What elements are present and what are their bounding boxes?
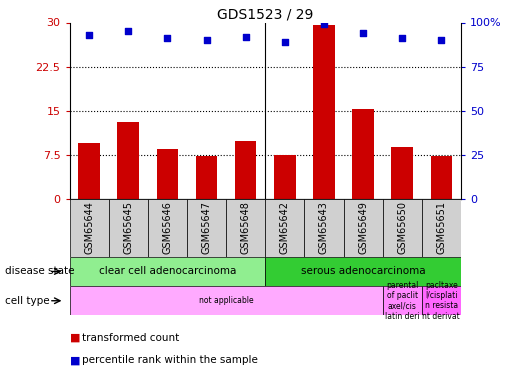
FancyBboxPatch shape xyxy=(422,286,461,315)
Bar xyxy=(274,154,296,199)
Bar xyxy=(313,26,335,199)
Text: not applicable: not applicable xyxy=(199,296,253,305)
Bar xyxy=(431,156,452,199)
Text: parental
of paclit
axel/cis
latin deri: parental of paclit axel/cis latin deri xyxy=(385,280,420,321)
Text: clear cell adenocarcinoma: clear cell adenocarcinoma xyxy=(99,267,236,276)
Text: pacltaxe
l/cisplati
n resista
nt derivat: pacltaxe l/cisplati n resista nt derivat xyxy=(422,280,460,321)
Text: GSM65646: GSM65646 xyxy=(162,201,173,254)
FancyBboxPatch shape xyxy=(70,286,383,315)
Text: GSM65642: GSM65642 xyxy=(280,201,290,254)
Point xyxy=(398,35,406,41)
Title: GDS1523 / 29: GDS1523 / 29 xyxy=(217,8,314,21)
Text: percentile rank within the sample: percentile rank within the sample xyxy=(82,356,259,365)
FancyBboxPatch shape xyxy=(344,199,383,257)
Bar xyxy=(78,143,100,199)
FancyBboxPatch shape xyxy=(70,199,109,257)
Point xyxy=(85,32,93,38)
Point xyxy=(202,37,211,43)
Text: cell type: cell type xyxy=(5,296,50,306)
Text: ■: ■ xyxy=(70,356,80,365)
FancyBboxPatch shape xyxy=(304,199,344,257)
Text: ■: ■ xyxy=(70,333,80,343)
FancyBboxPatch shape xyxy=(383,199,422,257)
Text: serous adenocarcinoma: serous adenocarcinoma xyxy=(301,267,425,276)
FancyBboxPatch shape xyxy=(148,199,187,257)
Text: GSM65651: GSM65651 xyxy=(436,201,447,254)
Text: GSM65645: GSM65645 xyxy=(123,201,133,254)
Text: GSM65647: GSM65647 xyxy=(201,201,212,254)
Point xyxy=(124,28,132,34)
Point xyxy=(320,21,328,27)
Text: GSM65649: GSM65649 xyxy=(358,201,368,254)
Point xyxy=(437,37,445,43)
FancyBboxPatch shape xyxy=(383,286,422,315)
Bar xyxy=(391,147,413,199)
FancyBboxPatch shape xyxy=(422,199,461,257)
Bar xyxy=(235,141,256,199)
Point xyxy=(359,30,367,36)
Point xyxy=(242,34,250,40)
Bar xyxy=(196,156,217,199)
FancyBboxPatch shape xyxy=(226,199,265,257)
FancyBboxPatch shape xyxy=(265,199,304,257)
FancyBboxPatch shape xyxy=(265,257,461,286)
FancyBboxPatch shape xyxy=(109,199,148,257)
Point xyxy=(281,39,289,45)
Point xyxy=(163,35,171,41)
Text: GSM65648: GSM65648 xyxy=(241,201,251,254)
FancyBboxPatch shape xyxy=(187,199,226,257)
FancyBboxPatch shape xyxy=(70,257,265,286)
Text: GSM65644: GSM65644 xyxy=(84,201,94,254)
Text: disease state: disease state xyxy=(5,267,75,276)
Text: GSM65650: GSM65650 xyxy=(397,201,407,254)
Bar xyxy=(157,149,178,199)
Text: transformed count: transformed count xyxy=(82,333,180,343)
Bar xyxy=(352,110,374,199)
Bar xyxy=(117,122,139,199)
Text: GSM65643: GSM65643 xyxy=(319,201,329,254)
